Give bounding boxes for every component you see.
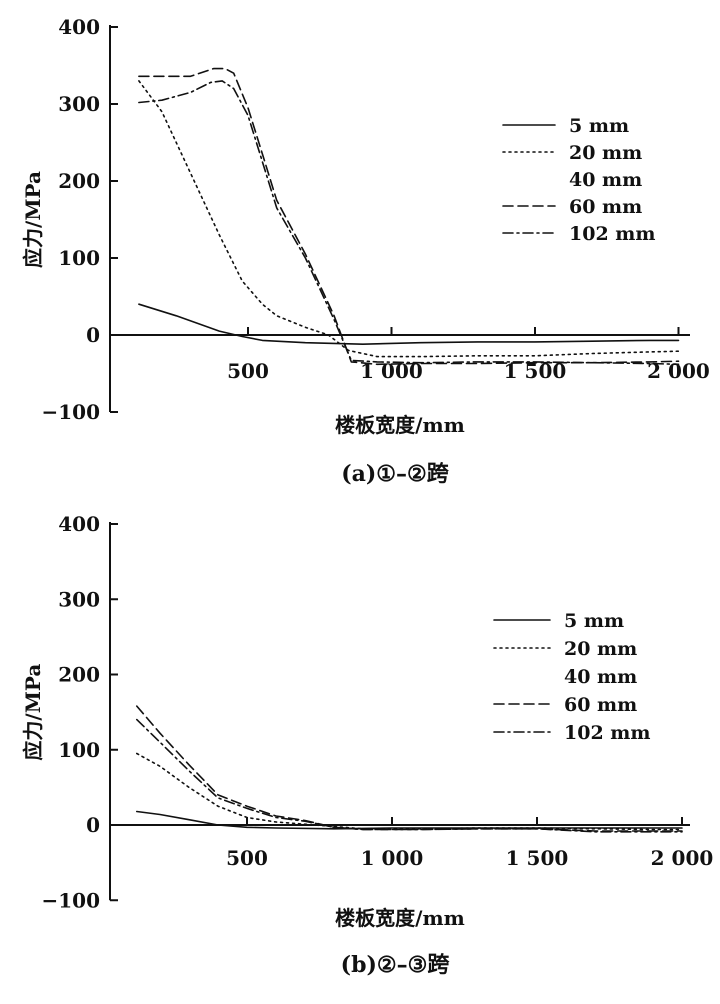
series-line-102-mm — [136, 718, 683, 833]
x-tick-label: 500 — [226, 846, 268, 870]
y-tick-label: 100 — [58, 246, 100, 270]
y-tick-label: 400 — [58, 512, 100, 536]
x-tick-label: 2 000 — [651, 846, 714, 870]
series-line-60-mm — [138, 67, 680, 366]
y-tick-label: −100 — [41, 888, 100, 912]
chart-panel-2: −100 0 100 200 300 400 500 1 000 1 500 2 000 楼板宽度/… — [21, 512, 713, 978]
y-tick-label: 0 — [86, 323, 100, 347]
legend-label: 102 mm — [569, 223, 655, 245]
series-line-20-mm — [136, 752, 683, 831]
x-tick-label: 1 500 — [506, 846, 569, 870]
y-tick-label: 400 — [58, 15, 100, 39]
y-tick-label: 100 — [58, 738, 100, 762]
legend-label: 102 mm — [564, 722, 650, 744]
legend-label: 40 mm — [569, 169, 642, 191]
legend-label: 20 mm — [564, 638, 637, 660]
panel-caption: (b)②–③跨 — [341, 952, 451, 978]
y-tick-label: 300 — [58, 92, 100, 116]
y-tick-label: 200 — [58, 169, 100, 193]
series-line-5-mm — [138, 303, 680, 346]
x-axis-title: 楼板宽度/mm — [335, 906, 465, 930]
x-tick-label: 2 000 — [647, 359, 710, 383]
series-line-102-mm — [138, 80, 680, 366]
legend-label: 5 mm — [569, 115, 629, 137]
panel-caption: (a)①–②跨 — [341, 461, 450, 487]
y-tick-label: −100 — [41, 400, 100, 424]
y-tick-label: 300 — [58, 587, 100, 611]
legend-label: 60 mm — [569, 196, 642, 218]
legend-label: 40 mm — [564, 666, 637, 688]
legend-label: 5 mm — [564, 610, 624, 632]
x-tick-label: 1 000 — [361, 846, 424, 870]
legend-label: 60 mm — [564, 694, 637, 716]
x-axis-title: 楼板宽度/mm — [335, 413, 465, 437]
y-axis-title: 应力/MPa — [21, 664, 45, 761]
y-tick-label: 0 — [86, 813, 100, 837]
series-line-5-mm — [136, 810, 683, 830]
y-tick-label: 200 — [58, 663, 100, 687]
x-tick-label: 500 — [227, 359, 269, 383]
series-line-20-mm — [138, 80, 680, 358]
y-axis-title: 应力/MPa — [21, 171, 45, 268]
legend-label: 20 mm — [569, 142, 642, 164]
